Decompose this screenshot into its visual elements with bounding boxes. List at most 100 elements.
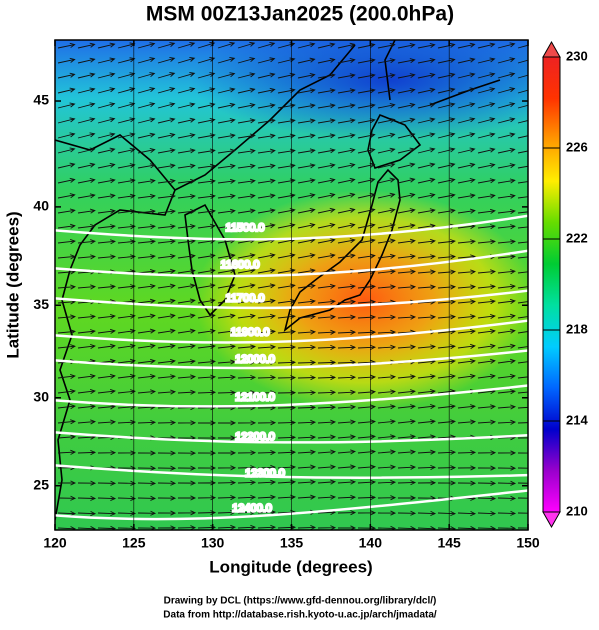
wind-arrow xyxy=(117,389,136,395)
wind-arrow xyxy=(217,163,236,169)
wind-arrow xyxy=(257,359,277,365)
wind-arrow xyxy=(77,102,96,109)
wind-arrow xyxy=(477,208,496,214)
wind-arrow xyxy=(117,328,136,334)
wind-arrow xyxy=(277,359,297,366)
wind-arrow xyxy=(177,87,196,94)
wind-arrow xyxy=(217,344,236,350)
wind-arrow xyxy=(337,494,357,500)
wind-arrow xyxy=(217,57,236,64)
wind-arrow xyxy=(257,494,277,500)
wind-arrow xyxy=(337,464,356,470)
colorbar-tick-label: 214 xyxy=(566,412,588,427)
wind-arrow xyxy=(257,313,276,319)
wind-arrow xyxy=(397,389,416,395)
wind-arrow xyxy=(297,72,316,79)
wind-arrow xyxy=(437,526,457,530)
wind-arrow xyxy=(517,104,528,109)
wind-arrow xyxy=(437,102,456,109)
wind-arrow xyxy=(217,72,236,79)
wind-arrow xyxy=(317,359,337,366)
wind-arrow xyxy=(517,196,528,199)
wind-arrow xyxy=(397,510,417,516)
wind-arrow xyxy=(237,118,256,124)
wind-arrow xyxy=(477,147,496,154)
wind-arrow xyxy=(257,253,276,259)
wind-arrow xyxy=(117,208,136,215)
wind-arrow xyxy=(237,72,256,79)
wind-arrow xyxy=(477,284,496,290)
wind-arrow xyxy=(377,344,397,350)
wind-arrow xyxy=(417,344,436,350)
wind-arrow xyxy=(297,178,316,184)
wind-arrow xyxy=(397,87,416,94)
wind-arrow xyxy=(77,223,96,229)
wind-arrow xyxy=(97,480,117,486)
wind-arrow xyxy=(377,329,397,335)
wind-arrow xyxy=(177,283,196,289)
wind-arrow xyxy=(337,162,356,169)
wind-arrow xyxy=(257,163,276,169)
wind-arrow xyxy=(237,223,256,229)
wind-arrow xyxy=(157,239,176,245)
wind-arrow xyxy=(317,404,337,410)
wind-arrow xyxy=(257,178,276,184)
wind-arrow xyxy=(297,42,316,49)
wind-arrow xyxy=(397,73,416,79)
wind-arrow xyxy=(257,103,276,109)
wind-arrow xyxy=(337,238,356,244)
wind-arrow xyxy=(357,58,376,64)
wind-arrow xyxy=(297,434,317,440)
wind-arrow xyxy=(517,452,528,454)
wind-arrow xyxy=(297,193,316,199)
wind-arrow xyxy=(157,72,176,79)
wind-arrow xyxy=(497,389,516,395)
wind-arrow xyxy=(457,72,476,79)
wind-arrow xyxy=(97,450,117,456)
wind-arrow xyxy=(157,420,177,426)
wind-arrow xyxy=(517,150,528,154)
wind-arrow xyxy=(257,479,277,485)
wind-arrow xyxy=(197,435,217,441)
wind-arrow xyxy=(477,510,497,517)
wind-arrow xyxy=(197,343,216,350)
wind-arrow xyxy=(417,480,437,486)
wind-arrow xyxy=(157,298,176,304)
wind-arrow xyxy=(57,526,77,530)
wind-arrow xyxy=(457,102,476,109)
wind-arrow xyxy=(517,391,528,394)
wind-arrow xyxy=(97,328,116,334)
wind-arrow xyxy=(377,374,396,380)
wind-arrow xyxy=(477,358,496,364)
wind-arrow xyxy=(137,163,156,169)
wind-arrow xyxy=(337,73,356,79)
wind-arrow xyxy=(57,254,76,260)
wind-arrow xyxy=(97,495,117,501)
wind-arrow xyxy=(417,208,436,214)
colorbar-min-arrow xyxy=(542,511,561,529)
wind-arrow xyxy=(77,193,96,199)
wind-arrow xyxy=(497,373,516,379)
wind-arrow xyxy=(417,464,437,471)
wind-arrow xyxy=(397,117,416,124)
wind-arrow xyxy=(417,374,436,380)
contour-line xyxy=(55,431,528,444)
wind-arrow xyxy=(117,224,136,230)
wind-arrow xyxy=(77,42,96,49)
wind-arrow xyxy=(77,526,97,530)
wind-arrow xyxy=(337,133,356,139)
wind-arrow xyxy=(97,373,116,379)
wind-arrow xyxy=(237,450,257,456)
wind-arrow xyxy=(97,87,116,94)
wind-arrow xyxy=(57,388,76,395)
wind-arrow xyxy=(237,494,257,500)
wind-arrow xyxy=(117,254,136,260)
wind-arrow xyxy=(457,373,476,379)
wind-arrow xyxy=(497,87,516,94)
wind-arrow xyxy=(337,42,356,49)
wind-arrow xyxy=(137,343,156,349)
plot-area: 11500.0 11600.0 11700.0 11900.0 12000.0 12100… xyxy=(55,40,528,530)
wind-arrow xyxy=(257,390,277,396)
wind-arrow xyxy=(137,132,156,139)
wind-arrow xyxy=(117,480,137,486)
